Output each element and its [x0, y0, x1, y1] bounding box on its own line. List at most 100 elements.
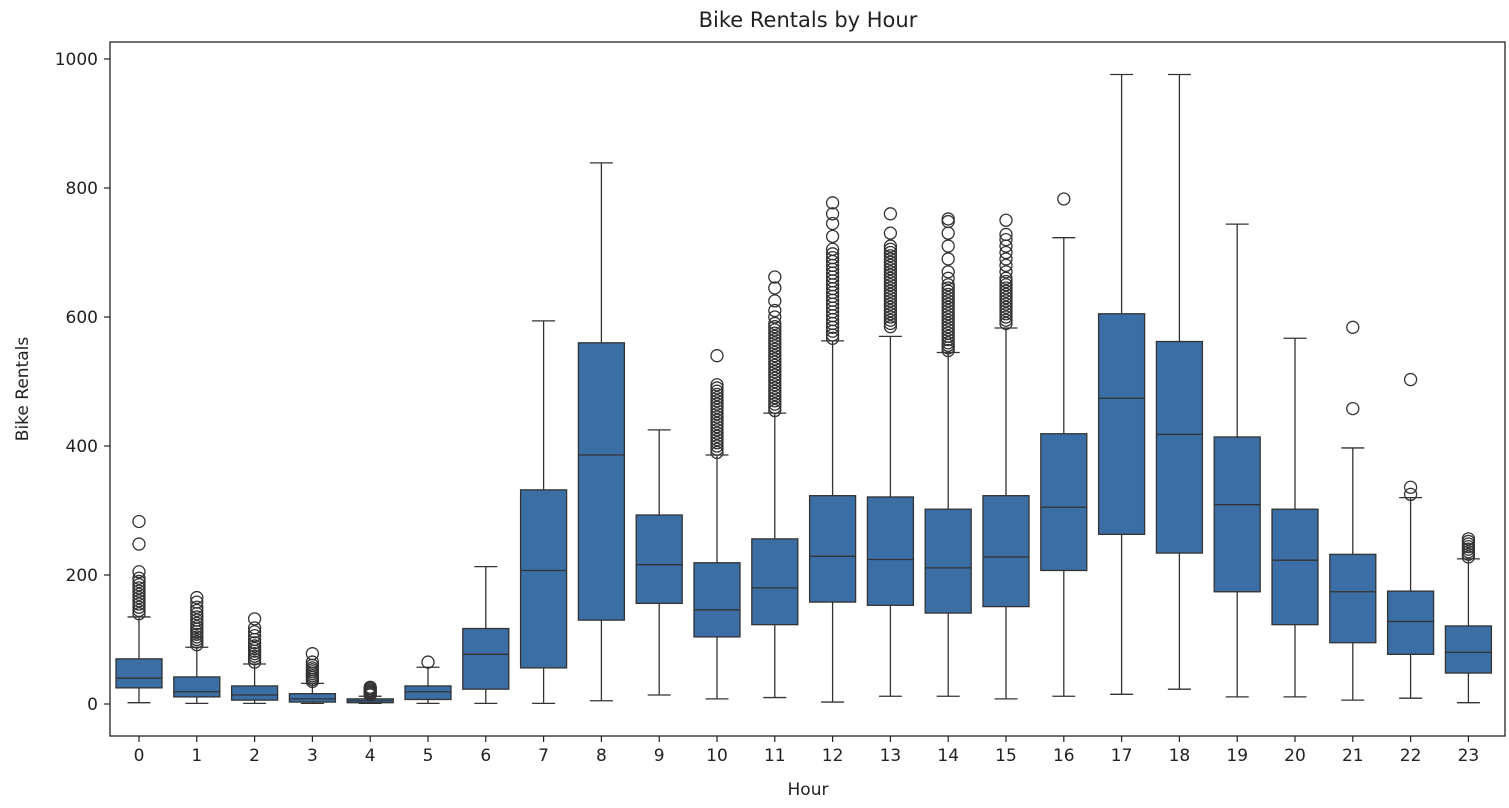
outlier-point	[768, 374, 782, 389]
box-hour-17	[1097, 73, 1146, 695]
outlier-point	[247, 639, 262, 653]
outlier-point	[1461, 532, 1476, 546]
outlier-point	[999, 303, 1013, 318]
outlier-point	[883, 320, 898, 334]
box-hour-7	[519, 320, 568, 705]
outlier-point	[999, 281, 1013, 295]
outlier-point	[999, 252, 1013, 266]
outlier-point	[710, 384, 724, 398]
iqr-box	[519, 489, 568, 669]
box-hour-15	[982, 213, 1030, 700]
outlier-point	[941, 294, 955, 308]
outlier-point	[883, 258, 898, 273]
outlier-point	[825, 247, 840, 261]
outlier-point	[768, 387, 782, 402]
x-tick-label: 17	[1111, 746, 1133, 766]
outlier-point	[941, 287, 955, 302]
outlier-point	[999, 297, 1013, 311]
outlier-point	[768, 384, 782, 398]
outlier-point	[941, 284, 955, 298]
outlier-point	[999, 245, 1013, 260]
outlier-point	[941, 307, 955, 321]
box-hour-4	[346, 680, 394, 705]
box-hour-14	[924, 212, 972, 697]
box-hour-16	[1040, 192, 1088, 697]
box-hour-8	[577, 162, 626, 702]
outlier-point	[883, 297, 898, 311]
box-hour-20	[1271, 337, 1319, 698]
box-hour-6	[462, 565, 510, 705]
outlier-point	[941, 290, 955, 305]
outlier-point	[883, 239, 898, 253]
outlier-point	[883, 265, 898, 279]
outlier-point	[768, 394, 782, 408]
box-hour-23	[1444, 532, 1493, 704]
outlier-point	[825, 331, 840, 345]
outlier-point	[825, 216, 840, 231]
outlier-point	[883, 284, 898, 298]
box-hour-2	[230, 612, 279, 705]
outlier-point	[999, 265, 1013, 279]
outlier-point	[710, 416, 724, 431]
outlier-point	[190, 590, 204, 605]
outlier-point	[941, 297, 955, 311]
outlier-point	[768, 355, 782, 369]
box-hour-9	[635, 429, 683, 696]
x-axis: 0 1 2 3 4 5 6 7 8 9 10 11 12 13 14 15 16 17 18 19 20 21 22 23	[134, 736, 1480, 766]
outlier-point	[941, 310, 955, 324]
box-hour-10	[693, 349, 741, 700]
outlier-point	[768, 368, 782, 382]
outlier-point	[941, 332, 955, 347]
x-tick-label: 6	[480, 746, 491, 766]
outlier-point	[710, 349, 724, 363]
outlier-point	[132, 584, 146, 598]
outlier-point	[941, 323, 955, 337]
x-tick-label: 20	[1284, 746, 1306, 766]
outlier-point	[190, 616, 204, 631]
iqr-box	[1444, 625, 1493, 674]
iqr-box	[288, 693, 337, 703]
outlier-point	[883, 307, 898, 321]
iqr-box	[230, 685, 279, 701]
iqr-box	[751, 538, 799, 626]
outlier-point	[883, 252, 898, 266]
outlier-point	[768, 349, 782, 363]
outlier-point	[825, 242, 840, 256]
outlier-point	[825, 229, 840, 244]
outlier-point	[710, 378, 724, 392]
x-tick-label: 11	[764, 746, 786, 766]
outlier-point	[132, 514, 146, 529]
outlier-point	[883, 226, 898, 240]
outlier-point	[768, 281, 782, 295]
y-tick-label: 400	[66, 437, 98, 457]
outlier-point	[1403, 480, 1418, 494]
outlier-point	[999, 284, 1013, 298]
y-tick-label: 600	[66, 308, 98, 328]
outlier-point	[941, 303, 955, 318]
outlier-point	[710, 403, 724, 418]
outlier-point	[768, 378, 782, 392]
box-hour-22	[1386, 372, 1435, 699]
x-tick-label: 23	[1458, 746, 1480, 766]
iqr-box	[115, 658, 163, 689]
outlier-point	[132, 597, 146, 611]
box-hour-5	[404, 655, 452, 705]
outlier-point	[768, 303, 782, 318]
x-tick-label: 21	[1342, 746, 1364, 766]
outlier-point	[710, 407, 724, 421]
outlier-point	[132, 571, 146, 585]
outlier-point	[883, 300, 898, 314]
iqr-box	[1213, 436, 1261, 593]
x-tick-label: 18	[1169, 746, 1191, 766]
iqr-box	[866, 496, 915, 606]
outlier-point	[883, 255, 898, 269]
outlier-point	[132, 600, 146, 614]
outlier-point	[710, 423, 724, 437]
outlier-point	[883, 290, 898, 305]
outlier-point	[883, 287, 898, 302]
outlier-point	[941, 212, 955, 226]
x-tick-label: 10	[706, 746, 728, 766]
box-hour-19	[1213, 223, 1261, 698]
outlier-point	[768, 329, 782, 344]
outlier-point	[710, 419, 724, 434]
